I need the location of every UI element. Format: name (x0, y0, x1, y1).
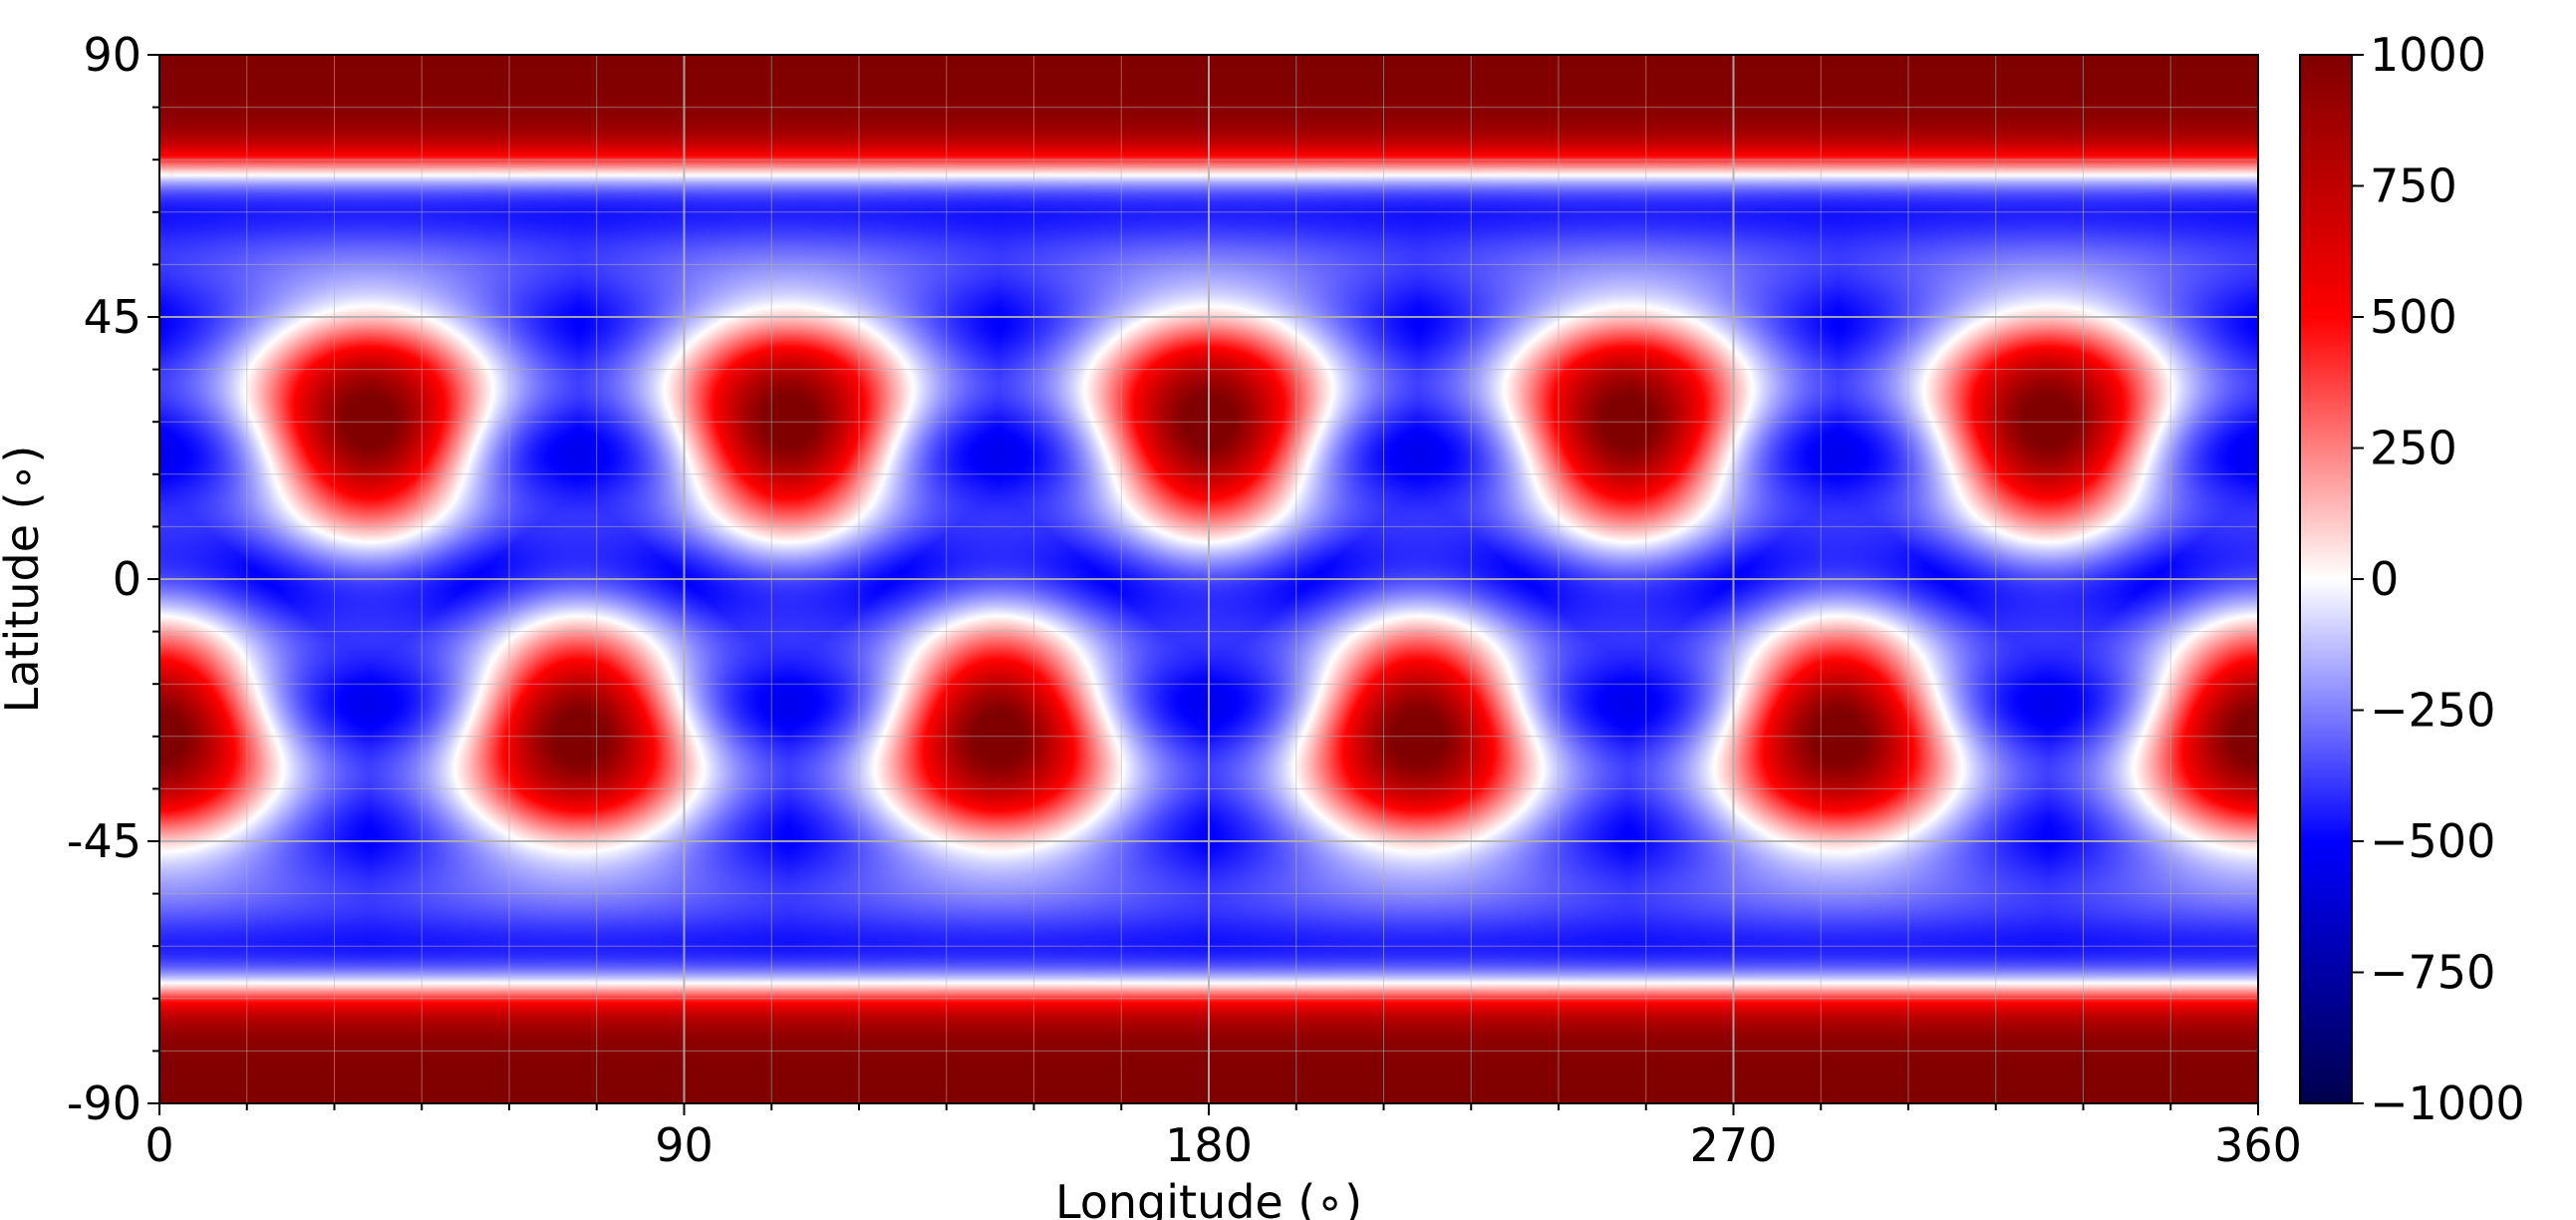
colorbar-ticks: 1000 750 500 250 0 −250 −500 −750 −1000 (2352, 28, 2525, 1130)
colorbar-tick-label: 0 (2370, 552, 2399, 606)
x-tick-label: 360 (2214, 1118, 2302, 1172)
plot-area (158, 54, 2259, 1104)
y-tick-label: 90 (83, 28, 142, 82)
colorbar-tick-label: −500 (2370, 814, 2495, 868)
x-tick-label: 0 (144, 1118, 173, 1172)
y-tick-label: 0 (113, 552, 142, 606)
x-axis: 0 90 180 270 360 (144, 1103, 2302, 1172)
colorbar-tick-label: 1000 (2370, 28, 2486, 82)
colorbar-gradient (2299, 54, 2353, 1104)
x-tick-label: 180 (1165, 1118, 1253, 1172)
colorbar-tick-label: −1000 (2370, 1076, 2525, 1130)
x-axis-label: Longitude (∘) (1055, 1175, 1362, 1220)
colorbar-tick-label: 250 (2370, 422, 2457, 475)
y-tick-label: -45 (67, 814, 142, 868)
colorbar-tick-label: −250 (2370, 684, 2495, 738)
colorbar: 1000 750 500 250 0 −250 −500 −750 −1000 (2299, 28, 2525, 1130)
colorbar-tick-label: 500 (2370, 290, 2457, 344)
y-tick-label: -90 (67, 1076, 142, 1130)
colorbar-tick-label: −750 (2370, 946, 2495, 1000)
y-tick-label: 45 (83, 290, 142, 344)
x-tick-label: 90 (655, 1118, 714, 1172)
y-axis-label: Latitude (∘) (0, 446, 49, 714)
colorbar-tick-label: 750 (2370, 159, 2457, 213)
x-tick-label: 270 (1690, 1118, 1778, 1172)
y-axis: 90 45 0 -45 -90 (67, 28, 159, 1130)
